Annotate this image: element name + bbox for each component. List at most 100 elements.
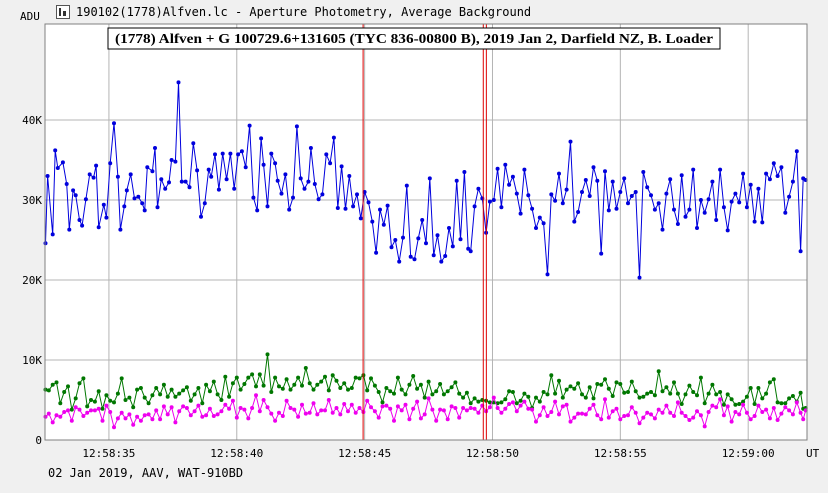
x-tick-label: 12:58:55 xyxy=(594,447,647,460)
data-point xyxy=(204,382,209,387)
data-point xyxy=(254,384,258,389)
data-point xyxy=(698,413,703,418)
data-point xyxy=(518,403,523,408)
data-point xyxy=(100,406,105,411)
data-point xyxy=(173,420,178,425)
data-point xyxy=(169,158,174,162)
data-point xyxy=(476,410,481,415)
data-point xyxy=(230,381,235,386)
data-point xyxy=(159,177,164,182)
data-point xyxy=(161,382,166,387)
data-point xyxy=(507,402,512,406)
window-title: 190102(1778)Alfven.lc - Aperture Photome… xyxy=(76,5,532,19)
data-point xyxy=(695,393,699,398)
data-point xyxy=(384,403,389,408)
data-point xyxy=(725,404,730,409)
data-point xyxy=(131,405,136,410)
data-point xyxy=(206,167,211,172)
data-point xyxy=(438,407,443,412)
data-point xyxy=(633,410,638,415)
data-point xyxy=(660,389,665,394)
data-point xyxy=(115,416,120,421)
data-point xyxy=(606,386,611,391)
data-point xyxy=(365,398,370,403)
data-point xyxy=(115,391,120,396)
data-point xyxy=(510,400,515,405)
data-point xyxy=(112,400,116,405)
data-point xyxy=(138,386,143,390)
data-point xyxy=(269,390,274,394)
data-point xyxy=(353,410,358,415)
data-point xyxy=(710,382,715,387)
data-point xyxy=(339,164,344,169)
data-point xyxy=(188,413,193,418)
data-point xyxy=(73,405,78,410)
data-point xyxy=(62,390,67,394)
data-point xyxy=(173,394,178,399)
data-point xyxy=(77,407,82,412)
data-point xyxy=(714,392,719,397)
data-point xyxy=(526,394,531,399)
data-point xyxy=(783,405,788,410)
data-point xyxy=(790,412,795,417)
data-point xyxy=(292,407,297,412)
data-point xyxy=(378,207,382,212)
data-point xyxy=(702,424,707,429)
data-point xyxy=(46,411,51,416)
data-point xyxy=(652,393,657,398)
window-title-bar: 190102(1778)Alfven.lc - Aperture Photome… xyxy=(0,0,828,24)
data-point xyxy=(265,352,270,357)
data-point xyxy=(495,406,500,410)
y-tick-label: 30K xyxy=(22,194,42,207)
data-point xyxy=(468,249,473,254)
data-point xyxy=(242,407,247,412)
data-point xyxy=(81,376,86,381)
data-point xyxy=(123,416,128,421)
data-point xyxy=(123,398,128,402)
data-point xyxy=(366,200,371,205)
data-point xyxy=(599,417,604,422)
data-point xyxy=(672,380,676,385)
data-point xyxy=(236,152,241,157)
data-point xyxy=(522,391,527,396)
data-point xyxy=(67,227,72,232)
data-point xyxy=(656,369,661,374)
data-point xyxy=(706,197,711,202)
data-point xyxy=(798,410,803,415)
footer-caption: 02 Jan 2019, AAV, WAT-910BD xyxy=(48,466,244,480)
data-point xyxy=(306,179,311,184)
data-point xyxy=(209,174,214,179)
data-point xyxy=(752,414,757,418)
data-point xyxy=(92,408,97,413)
data-point xyxy=(652,207,657,212)
data-point xyxy=(687,418,692,422)
data-point xyxy=(87,172,92,177)
data-point xyxy=(357,376,362,381)
data-point xyxy=(127,395,132,400)
x-tick-label: 12:58:50 xyxy=(466,447,519,460)
grid xyxy=(45,24,807,440)
data-point xyxy=(334,406,339,410)
data-point xyxy=(81,414,86,418)
data-point xyxy=(526,406,531,411)
data-point xyxy=(73,193,78,198)
data-point xyxy=(595,382,600,386)
data-point xyxy=(411,406,416,411)
data-point xyxy=(326,388,331,393)
data-point xyxy=(288,406,293,410)
data-point xyxy=(408,254,413,259)
data-point xyxy=(279,191,284,196)
data-point xyxy=(450,244,455,249)
data-point xyxy=(683,414,688,418)
data-point xyxy=(312,182,317,186)
data-point xyxy=(537,399,542,404)
data-point xyxy=(718,397,723,402)
data-point xyxy=(733,402,738,407)
data-point xyxy=(66,408,70,413)
data-point xyxy=(679,402,684,406)
data-point xyxy=(756,186,761,191)
data-point xyxy=(737,402,742,406)
data-point xyxy=(407,417,412,422)
data-point xyxy=(77,381,82,386)
data-point xyxy=(441,392,446,397)
